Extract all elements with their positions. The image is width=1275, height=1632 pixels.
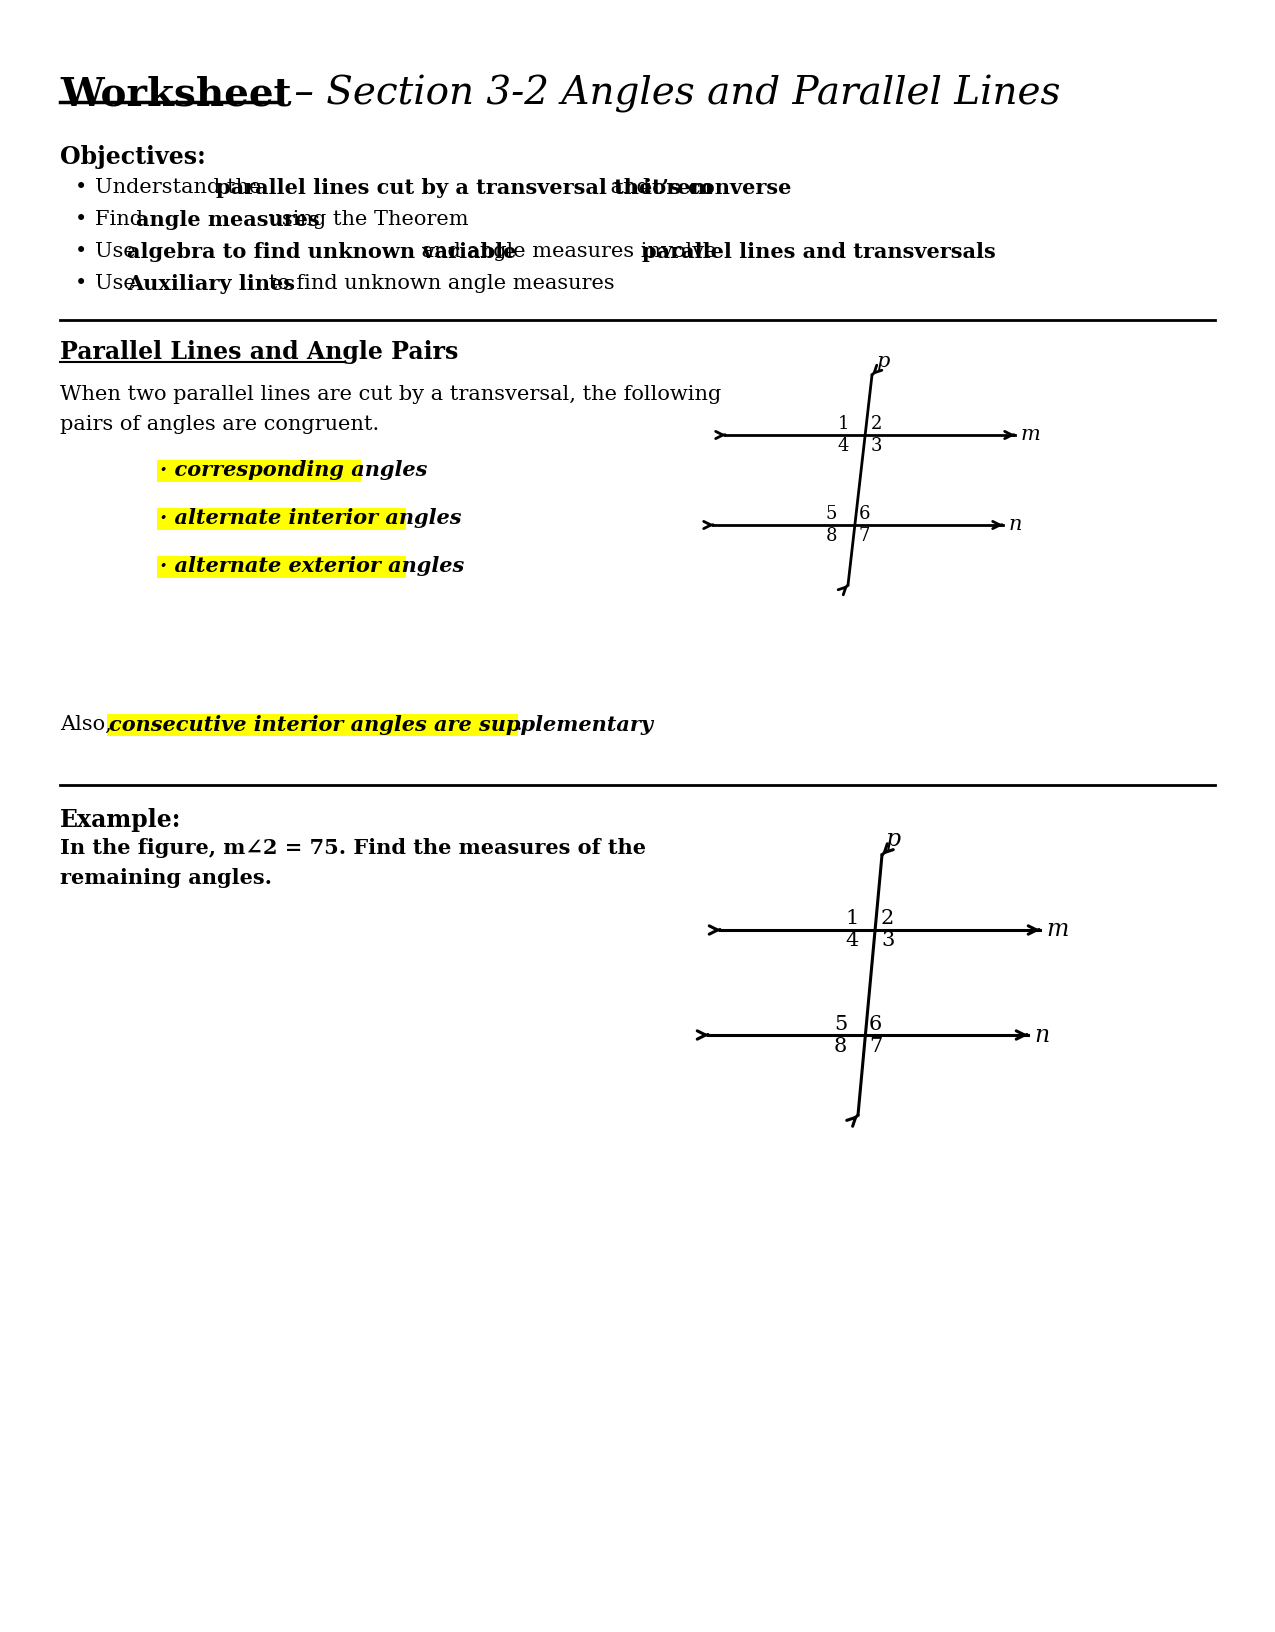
Text: 4: 4 <box>845 932 859 950</box>
Text: •: • <box>75 274 87 294</box>
Text: consecutive interior angles are supplementary: consecutive interior angles are suppleme… <box>108 715 653 734</box>
Text: m: m <box>1021 426 1040 444</box>
Text: 4: 4 <box>838 437 849 455</box>
Text: and: and <box>603 178 655 197</box>
Bar <box>157 508 405 530</box>
Text: •: • <box>75 178 87 197</box>
Text: In the figure, m∠2 = 75. Find the measures of the: In the figure, m∠2 = 75. Find the measur… <box>60 837 646 858</box>
Text: 8: 8 <box>825 527 836 545</box>
Text: 3: 3 <box>881 932 894 950</box>
Text: remaining angles.: remaining angles. <box>60 868 272 888</box>
Text: 5: 5 <box>834 1015 847 1033</box>
Text: •: • <box>75 211 87 228</box>
Text: parallel lines cut by a transversal theorem: parallel lines cut by a transversal theo… <box>217 178 713 197</box>
Text: parallel lines and transversals: parallel lines and transversals <box>643 242 996 263</box>
Text: and angle measures involve: and angle measures involve <box>416 242 724 261</box>
Text: 1: 1 <box>845 909 859 929</box>
Text: When two parallel lines are cut by a transversal, the following: When two parallel lines are cut by a tra… <box>60 385 722 405</box>
Text: p: p <box>886 827 901 850</box>
Bar <box>107 715 518 736</box>
Text: Understand the: Understand the <box>96 178 268 197</box>
Text: Objectives:: Objectives: <box>60 145 205 170</box>
Text: 7: 7 <box>859 527 871 545</box>
Text: n: n <box>1009 516 1023 535</box>
Text: m: m <box>1046 919 1068 942</box>
Text: 6: 6 <box>859 504 871 522</box>
Text: using the Theorem: using the Theorem <box>261 211 468 228</box>
Text: Use: Use <box>96 274 143 294</box>
Text: 1: 1 <box>838 415 849 432</box>
Text: Parallel Lines and Angle Pairs: Parallel Lines and Angle Pairs <box>60 339 467 364</box>
Text: · alternate interior angles: · alternate interior angles <box>159 508 462 529</box>
Text: · corresponding angles: · corresponding angles <box>159 460 427 480</box>
Text: •: • <box>75 242 87 261</box>
Text: – Section 3-2 Angles and Parallel Lines: – Section 3-2 Angles and Parallel Lines <box>282 75 1061 113</box>
Bar <box>157 557 405 578</box>
Text: n: n <box>1034 1023 1049 1046</box>
Text: Find: Find <box>96 211 149 228</box>
Text: · alternate exterior angles: · alternate exterior angles <box>159 557 464 576</box>
Text: p: p <box>876 353 890 370</box>
Text: algebra to find unknown variable: algebra to find unknown variable <box>128 242 516 263</box>
Text: it’s converse: it’s converse <box>644 178 792 197</box>
Text: Also,: Also, <box>60 715 119 734</box>
Bar <box>157 460 361 481</box>
Text: pairs of angles are congruent.: pairs of angles are congruent. <box>60 415 379 434</box>
Text: Auxiliary lines: Auxiliary lines <box>128 274 296 294</box>
Text: angle measures: angle measures <box>135 211 319 230</box>
Text: 7: 7 <box>870 1036 882 1056</box>
Text: to find unknown angle measures: to find unknown angle measures <box>263 274 615 294</box>
Text: Worksheet: Worksheet <box>60 75 292 113</box>
Text: 6: 6 <box>870 1015 882 1033</box>
Text: Example:: Example: <box>60 808 181 832</box>
Text: 8: 8 <box>834 1036 847 1056</box>
Text: Use: Use <box>96 242 143 261</box>
Text: 3: 3 <box>871 437 882 455</box>
Text: 5: 5 <box>826 504 836 522</box>
Text: 2: 2 <box>881 909 894 929</box>
Text: .: . <box>515 715 523 734</box>
Text: 2: 2 <box>871 415 882 432</box>
